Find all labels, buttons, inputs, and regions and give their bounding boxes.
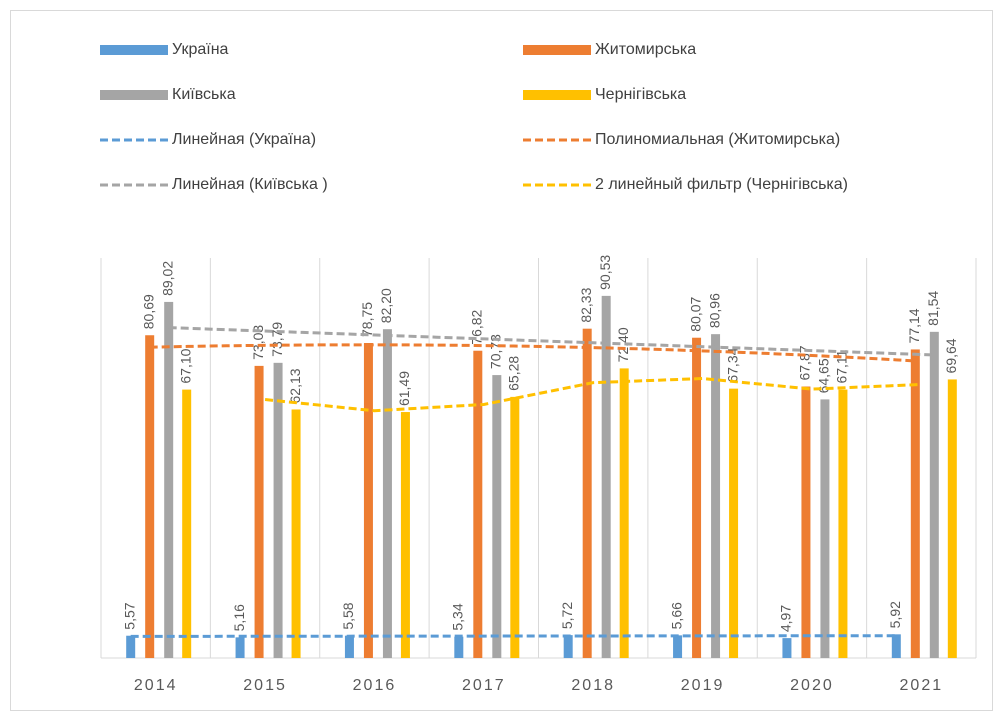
bar [145, 335, 155, 658]
x-tick-label: 2018 [571, 677, 615, 694]
bar [164, 301, 174, 658]
value-label: 73,79 [269, 322, 285, 357]
value-label: 5,57 [121, 602, 137, 629]
x-tick-label: 2021 [900, 677, 944, 694]
bar [910, 349, 920, 658]
value-label: 67,10 [177, 348, 193, 383]
trendline [264, 377, 922, 413]
bar [254, 365, 264, 658]
bar [454, 636, 464, 658]
trendline [130, 634, 897, 638]
legend-label: Чернігівська [595, 86, 686, 103]
bar [582, 328, 592, 658]
value-label: 78,75 [359, 302, 375, 337]
bar [510, 396, 520, 658]
value-label: 72,40 [615, 327, 631, 362]
legend-label: 2 линейный фильтр (Чернігівська) [595, 176, 848, 193]
legend-swatch [523, 45, 591, 55]
value-label: 5,72 [559, 602, 575, 629]
value-label: 82,20 [378, 288, 394, 323]
value-label: 61,49 [396, 371, 412, 406]
value-label: 65,28 [506, 356, 522, 391]
value-label: 81,54 [925, 291, 941, 326]
bar [182, 389, 192, 658]
value-label: 82,33 [578, 287, 594, 322]
value-label: 5,92 [887, 601, 903, 628]
legend-swatch [100, 45, 168, 55]
bar [891, 634, 901, 658]
legend-label: Київська [172, 86, 236, 103]
x-tick-label: 2017 [462, 677, 506, 694]
bar [363, 343, 373, 658]
value-label: 5,34 [450, 603, 466, 630]
bar [601, 295, 611, 658]
x-tick-label: 2015 [243, 677, 287, 694]
value-label: 64,65 [816, 358, 832, 393]
value-label: 4,97 [778, 605, 794, 632]
x-tick-label: 2016 [353, 677, 397, 694]
value-label: 5,16 [231, 604, 247, 631]
bar [838, 389, 848, 658]
bar [801, 386, 811, 658]
legend-label: Україна [172, 41, 229, 58]
bar [619, 368, 629, 658]
bar [473, 350, 483, 658]
value-label: 62,13 [287, 368, 303, 403]
x-tick-label: 2014 [134, 677, 178, 694]
bar [782, 638, 792, 658]
bar [126, 635, 136, 658]
legend-label: Линейная (Київська ) [172, 176, 328, 193]
trendline [168, 326, 935, 357]
value-label: 80,96 [706, 293, 722, 328]
bar [235, 637, 245, 658]
legend-label: Полиномиальная (Житомирська) [595, 131, 840, 148]
value-label: 90,53 [597, 255, 613, 290]
bar [692, 337, 702, 658]
value-label: 70,73 [488, 334, 504, 369]
value-label: 69,64 [943, 338, 959, 373]
value-label: 67,34 [724, 347, 740, 382]
bar [929, 331, 939, 658]
legend-label: Житомирська [595, 41, 696, 58]
value-label: 89,02 [159, 261, 175, 296]
legend-swatch [523, 90, 591, 100]
legend-swatch [100, 90, 168, 100]
value-label: 5,66 [668, 602, 684, 629]
value-label: 76,82 [469, 309, 485, 344]
value-label: 73,03 [250, 325, 266, 360]
value-label: 77,14 [906, 308, 922, 343]
x-tick-label: 2020 [790, 677, 834, 694]
x-tick-label: 2019 [681, 677, 725, 694]
bar [729, 388, 739, 658]
bar [273, 362, 283, 658]
bar [291, 409, 301, 658]
bar [382, 329, 392, 658]
bar [947, 379, 957, 658]
value-label: 67,11 [834, 349, 850, 383]
bar [492, 375, 502, 658]
bar [400, 412, 410, 658]
value-label: 5,58 [340, 602, 356, 629]
bar [563, 635, 573, 658]
value-label: 80,69 [140, 294, 156, 329]
bar [711, 334, 721, 658]
legend-label: Линейная (Україна) [172, 131, 316, 148]
bar [673, 635, 683, 658]
bar [820, 399, 830, 658]
value-label: 80,07 [687, 296, 703, 331]
bar [344, 635, 354, 658]
trendline [149, 343, 916, 363]
